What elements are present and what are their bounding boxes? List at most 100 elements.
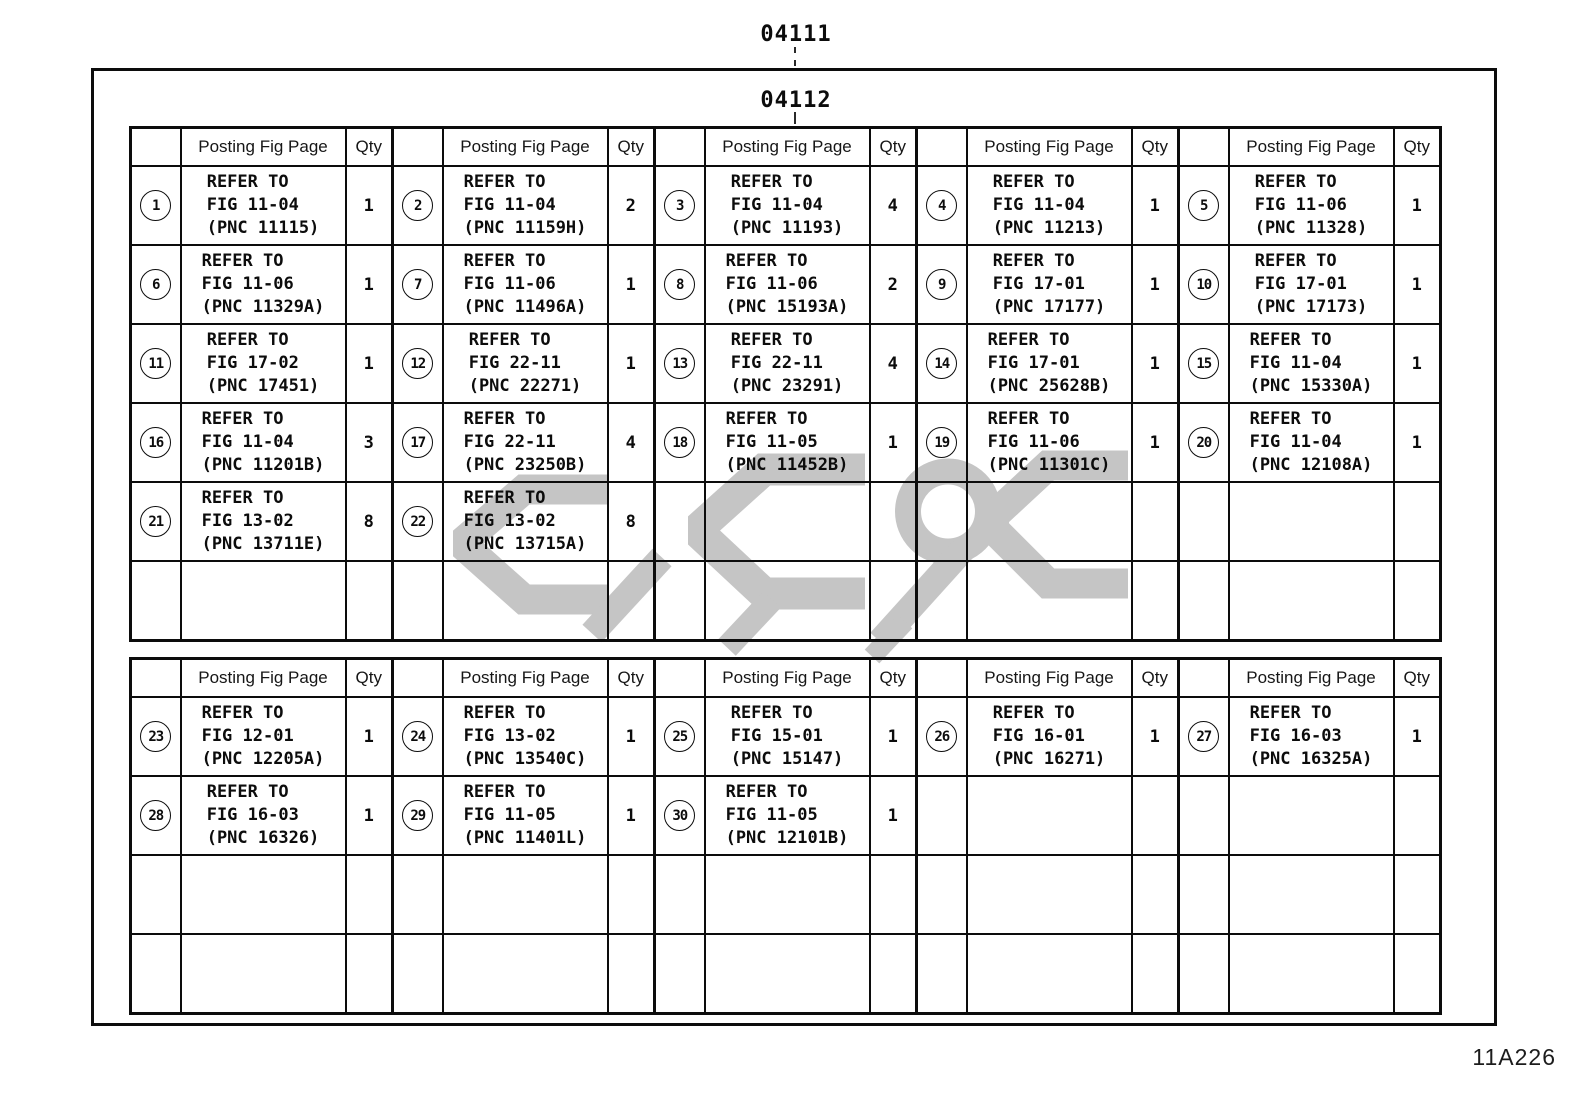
qty-value: 1 <box>1411 353 1422 374</box>
refer-line: REFER TO <box>725 782 808 802</box>
pnc-line: (PNC 17177) <box>992 297 1106 317</box>
circled-number-text: 16 <box>148 434 164 451</box>
item-number-cell: 19 <box>915 402 968 483</box>
circled-number-text: 19 <box>934 434 950 451</box>
refer-line: REFER TO <box>201 409 284 429</box>
posting-fig-cell <box>1227 560 1395 642</box>
pnc-line: (PNC 11452B) <box>725 455 849 475</box>
fig-line: FIG 11-04 <box>730 195 823 215</box>
refer-block: REFER TO FIG 22-11 (PNC 23291) <box>731 329 844 398</box>
fig-line: FIG 11-04 <box>1249 353 1342 373</box>
circled-number-badge: 18 <box>664 427 696 458</box>
header-fig-cell: Posting Fig Page <box>441 657 609 698</box>
item-number-cell: 17 <box>391 402 444 483</box>
item-number-cell: 21 <box>129 481 182 562</box>
qty-value: 1 <box>1411 726 1422 747</box>
qty-cell <box>1130 933 1180 1015</box>
refer-line: REFER TO <box>468 330 551 350</box>
circled-number-text: 12 <box>410 355 426 372</box>
pnc-line: (PNC 15193A) <box>725 297 849 317</box>
column-header-posting-fig-page: Posting Fig Page <box>460 137 590 156</box>
item-number-cell: 9 <box>915 244 968 325</box>
refer-line: REFER TO <box>201 488 284 508</box>
column-header-qty: Qty <box>355 668 382 687</box>
column-header-posting-fig-page: Posting Fig Page <box>722 137 852 156</box>
circled-number-badge: 4 <box>926 190 958 221</box>
item-number-cell: 22 <box>391 481 444 562</box>
header-qty-cell: Qty <box>344 657 394 698</box>
table-row: 16 REFER TO FIG 11-04 (PNC 11201B) 3 17 REFER … <box>129 402 1442 483</box>
header-fig-cell: Posting Fig Page <box>965 126 1133 167</box>
header-qty-cell: Qty <box>868 126 918 167</box>
fig-line: FIG 12-01 <box>201 726 294 746</box>
item-number-cell <box>653 560 706 642</box>
qty-value: 1 <box>1149 432 1160 453</box>
circled-number-text: 4 <box>938 197 947 214</box>
qty-value: 1 <box>363 195 374 216</box>
item-number-cell: 29 <box>391 775 444 856</box>
refer-block: REFER TO FIG 11-05 (PNC 12101B) <box>726 781 849 850</box>
fig-line: FIG 11-04 <box>463 195 556 215</box>
circled-number-badge: 23 <box>140 721 172 752</box>
fig-line: FIG 22-11 <box>730 353 823 373</box>
posting-fig-cell: REFER TO FIG 17-02 (PNC 17451) <box>179 323 347 404</box>
posting-fig-cell: REFER TO FIG 11-04 (PNC 11213) <box>965 165 1133 246</box>
posting-fig-cell: REFER TO FIG 22-11 (PNC 23250B) <box>441 402 609 483</box>
refer-line: REFER TO <box>1249 703 1332 723</box>
fig-line: FIG 13-02 <box>201 511 294 531</box>
refer-line: REFER TO <box>463 782 546 802</box>
refer-block: REFER TO FIG 11-06 (PNC 11329A) <box>202 250 325 319</box>
qty-cell <box>868 481 918 562</box>
circled-number-badge: 10 <box>1188 269 1220 300</box>
qty-cell: 1 <box>606 775 656 856</box>
circled-number-text: 8 <box>676 276 685 293</box>
circled-number-text: 3 <box>676 197 685 214</box>
refer-line: REFER TO <box>206 330 289 350</box>
fig-line: FIG 11-04 <box>206 195 299 215</box>
table-row: 6 REFER TO FIG 11-06 (PNC 11329A) 1 7 REFER TO… <box>129 244 1442 325</box>
refer-line: REFER TO <box>206 782 289 802</box>
fig-line: FIG 17-01 <box>1254 274 1347 294</box>
header-num-cell <box>1177 126 1230 167</box>
posting-fig-cell: REFER TO FIG 11-06 (PNC 15193A) <box>703 244 871 325</box>
pnc-line: (PNC 13540C) <box>463 749 587 769</box>
posting-fig-cell <box>179 854 347 935</box>
refer-block: REFER TO FIG 11-06 (PNC 15193A) <box>726 250 849 319</box>
item-number-cell <box>1177 560 1230 642</box>
refer-line: REFER TO <box>1249 409 1332 429</box>
circled-number-text: 30 <box>672 807 688 824</box>
circled-number-badge: 29 <box>402 800 434 831</box>
circled-number-badge: 7 <box>402 269 434 300</box>
posting-fig-cell: REFER TO FIG 13-02 (PNC 13711E) <box>179 481 347 562</box>
fig-line: FIG 11-05 <box>725 805 818 825</box>
header-qty-cell: Qty <box>1392 126 1442 167</box>
fig-line: FIG 22-11 <box>468 353 561 373</box>
circled-number-text: 9 <box>938 276 947 293</box>
qty-cell: 1 <box>606 323 656 404</box>
circled-number-badge: 25 <box>664 721 696 752</box>
header-num-cell <box>391 657 444 698</box>
qty-cell <box>1130 775 1180 856</box>
qty-cell: 1 <box>344 323 394 404</box>
qty-value: 1 <box>1411 432 1422 453</box>
table-row: 1 REFER TO FIG 11-04 (PNC 11115) 1 2 REFER TO F… <box>129 165 1442 246</box>
refer-line: REFER TO <box>730 330 813 350</box>
item-number-cell: 2 <box>391 165 444 246</box>
circled-number-badge: 1 <box>140 190 172 221</box>
item-number-cell: 10 <box>1177 244 1230 325</box>
qty-cell <box>1392 481 1442 562</box>
parts-table-2: Posting Fig Page Qty Posting Fig Page Qty Po… <box>129 657 1442 1015</box>
refer-block: REFER TO FIG 16-01 (PNC 16271) <box>993 702 1106 771</box>
header-qty-cell: Qty <box>1130 657 1180 698</box>
header-qty-cell: Qty <box>868 657 918 698</box>
pnc-line: (PNC 11115) <box>206 218 320 238</box>
circled-number-text: 18 <box>672 434 688 451</box>
circled-number-text: 10 <box>1196 276 1212 293</box>
refer-block: REFER TO FIG 17-01 (PNC 17173) <box>1255 250 1368 319</box>
header-fig-cell: Posting Fig Page <box>965 657 1133 698</box>
fig-line: FIG 11-06 <box>201 274 294 294</box>
qty-value: 1 <box>363 353 374 374</box>
item-number-cell <box>129 560 182 642</box>
table-row: 23 REFER TO FIG 12-01 (PNC 12205A) 1 24 REFER … <box>129 696 1442 777</box>
